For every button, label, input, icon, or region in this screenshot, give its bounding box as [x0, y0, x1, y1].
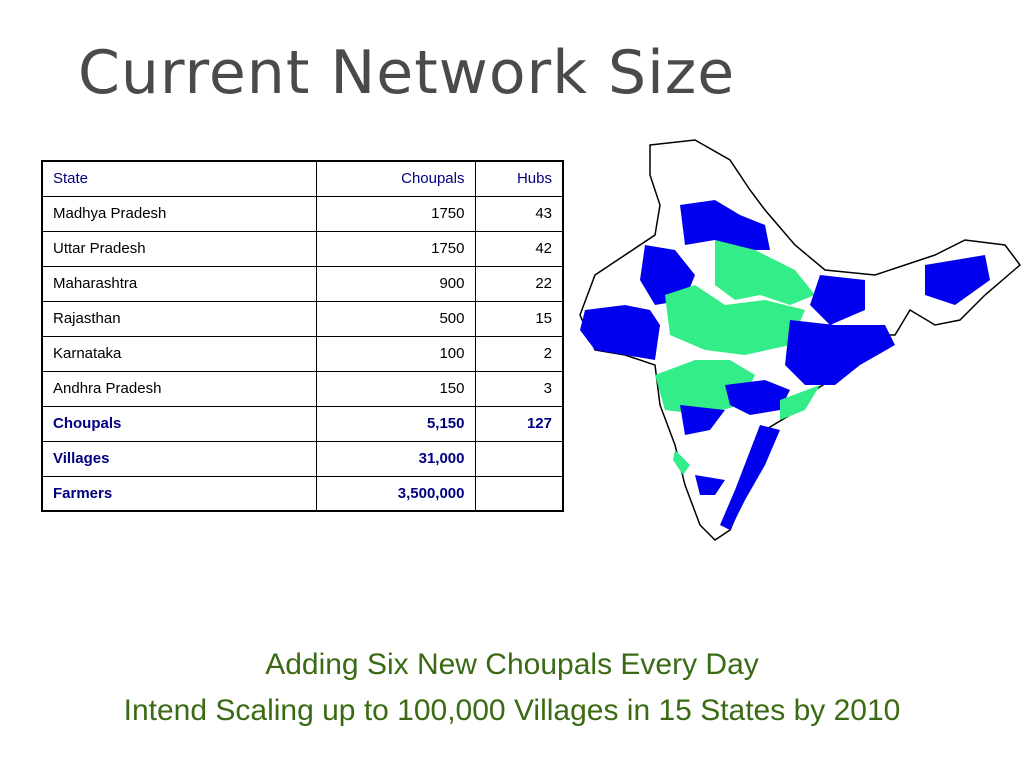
table-cell [474, 440, 564, 477]
table-cell: Uttar Pradesh [41, 230, 317, 267]
table-cell: 2 [474, 335, 564, 372]
table-cell: 150 [315, 370, 476, 407]
table-row: Maharashtra 900 22 [41, 265, 564, 302]
table-cell: 127 [474, 405, 564, 442]
table-cell: Farmers [41, 475, 317, 512]
table-cell: Choupals [315, 160, 476, 197]
footer-line: Adding Six New Choupals Every Day [265, 648, 759, 681]
table-cell: 900 [315, 265, 476, 302]
region-blue [580, 305, 660, 360]
region-green [780, 385, 820, 420]
table-cell: 3,500,000 [315, 475, 476, 512]
table-cell: 31,000 [315, 440, 476, 477]
region-green [665, 285, 805, 355]
india-map [579, 139, 1022, 541]
table-row: Karnataka 100 2 [41, 335, 564, 372]
region-green [715, 240, 815, 305]
table-cell: Choupals [41, 405, 317, 442]
table-cell: Rajasthan [41, 300, 317, 337]
table-row: Choupals 5,150 127 [41, 405, 564, 442]
region-green [673, 450, 690, 475]
slide-title: Current Network Size [78, 38, 736, 108]
table-row: Madhya Pradesh 1750 43 [41, 195, 564, 232]
table-row: Andhra Pradesh 150 3 [41, 370, 564, 407]
table-cell: Maharashtra [41, 265, 317, 302]
region-blue [810, 275, 865, 325]
table-cell: Karnataka [41, 335, 317, 372]
table-cell: 42 [474, 230, 564, 267]
table-cell: Madhya Pradesh [41, 195, 317, 232]
table-cell: State [41, 160, 317, 197]
table-cell: 43 [474, 195, 564, 232]
region-blue [695, 475, 725, 495]
table-row: Villages 31,000 [41, 440, 564, 477]
region-blue [680, 200, 770, 250]
region-blue [925, 255, 990, 305]
table-row: Farmers 3,500,000 [41, 475, 564, 512]
network-table: State Choupals Hubs Madhya Pradesh 1750 43 Utt… [41, 160, 564, 512]
table-cell: 1750 [315, 230, 476, 267]
table-cell: 15 [474, 300, 564, 337]
table-cell: 100 [315, 335, 476, 372]
table-cell: Villages [41, 440, 317, 477]
table-cell: 1750 [315, 195, 476, 232]
table-cell: 5,150 [315, 405, 476, 442]
table-cell: Hubs [474, 160, 564, 197]
region-blue [725, 380, 790, 415]
table-cell: Andhra Pradesh [41, 370, 317, 407]
table-cell: 3 [474, 370, 564, 407]
table-row: Uttar Pradesh 1750 42 [41, 230, 564, 267]
table-row: State Choupals Hubs [41, 160, 564, 197]
region-blue [680, 405, 725, 435]
table-cell: 22 [474, 265, 564, 302]
region-blue [720, 425, 780, 530]
table-row: Rajasthan 500 15 [41, 300, 564, 337]
footer-line: Intend Scaling up to 100,000 Villages in… [123, 694, 901, 727]
table-cell: 500 [315, 300, 476, 337]
region-blue [785, 320, 895, 385]
table-cell [474, 475, 564, 512]
